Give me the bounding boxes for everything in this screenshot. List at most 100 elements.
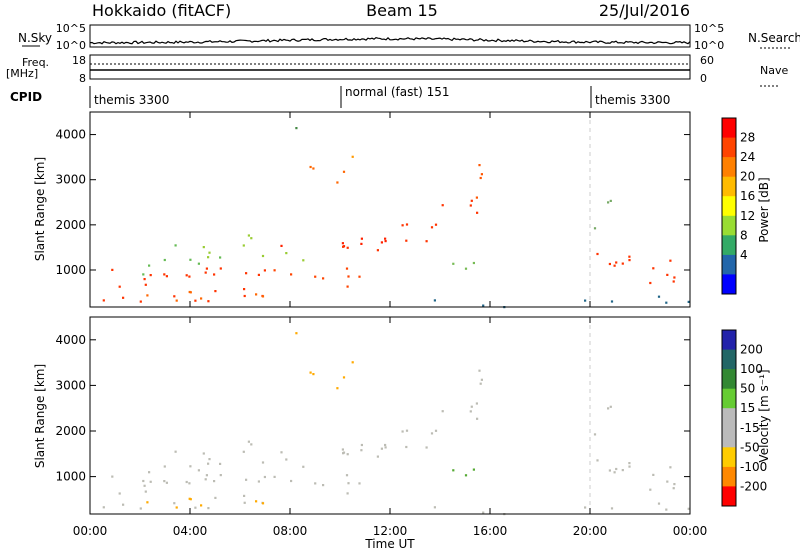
power-cell	[322, 277, 325, 280]
velocity-cell	[628, 462, 631, 465]
velocity-cell	[144, 490, 147, 493]
power-cell	[219, 267, 222, 270]
velocity-cell	[384, 443, 387, 447]
velocity-cell	[657, 502, 661, 505]
velocity-cell	[615, 467, 618, 471]
velocity-cell	[322, 484, 325, 487]
power-cell	[401, 224, 404, 227]
power-data-layer	[102, 112, 690, 309]
colorbar-frame	[721, 329, 737, 507]
nave-tick-bottom: 0	[700, 72, 707, 85]
freq-unit-label: [MHz]	[6, 67, 38, 80]
velocity-cell	[360, 443, 363, 447]
velocity-cell	[189, 465, 192, 468]
nsky-right-tick-top: 10^5	[694, 22, 724, 35]
power-cell	[208, 251, 211, 254]
velocity-cell	[441, 410, 444, 413]
power-cell	[441, 204, 444, 207]
colorbar-segment	[722, 427, 736, 448]
velocity-cell	[351, 361, 354, 364]
power-cell	[687, 300, 690, 303]
velocity-cell	[142, 479, 145, 483]
velocity-data-layer	[102, 317, 690, 516]
cpid-label: CPID	[10, 90, 42, 104]
power-cell	[175, 299, 178, 302]
colorbar-segment	[722, 369, 736, 390]
power-cell	[596, 252, 599, 256]
power-cell	[219, 256, 222, 259]
y-tick-label: 2000	[55, 218, 86, 232]
power-cell	[384, 240, 387, 243]
y-tick-label: 2000	[55, 424, 86, 438]
velocity-cell	[204, 478, 207, 481]
velocity-cell	[214, 496, 217, 499]
power-cell	[174, 244, 177, 247]
power-cell	[472, 261, 475, 265]
power-cell	[261, 254, 265, 258]
power-cell	[280, 244, 283, 247]
velocity-cell	[628, 465, 631, 468]
velocity-panel: 1000 2000 3000 4000 Slant Range [km]	[33, 316, 691, 516]
velocity-cell	[433, 506, 436, 509]
colorbar-tick-label: 100	[740, 362, 763, 376]
power-cell	[118, 285, 121, 288]
colorbar-segment	[722, 137, 736, 158]
power-cell	[380, 241, 383, 244]
colorbar-tick-label: 15	[740, 401, 755, 415]
power-cell	[464, 267, 468, 270]
power-cell	[384, 237, 387, 240]
y-tick-label: 3000	[55, 378, 86, 392]
power-cell	[139, 300, 142, 303]
nave-tick-top: 60	[700, 54, 714, 67]
velocity-cell	[346, 492, 349, 495]
velocity-cell	[143, 484, 146, 487]
power-cell	[148, 264, 151, 267]
nsearch-label: N.Search	[748, 31, 800, 45]
power-cell	[628, 259, 631, 262]
time-tick-label: 00:00	[73, 524, 108, 538]
colorbar-tick-label: 4	[740, 248, 748, 262]
power-cell	[657, 295, 661, 298]
power-cell	[102, 299, 105, 302]
power-cell	[189, 291, 192, 294]
velocity-cell	[480, 378, 483, 381]
power-cell	[341, 242, 344, 245]
velocity-cell	[472, 468, 475, 471]
date-title: 25/Jul/2016	[599, 1, 690, 20]
nsky-panel: 10^5 10^0 10^5 10^0 N.Sky N.Search	[18, 22, 800, 52]
power-cell	[615, 261, 618, 264]
power-cell	[621, 262, 624, 265]
power-cell	[197, 262, 200, 265]
power-cell	[672, 280, 675, 283]
velocity-cell	[174, 450, 177, 453]
velocity-cell	[302, 465, 305, 468]
power-cell	[163, 258, 166, 262]
velocity-cell	[139, 507, 142, 510]
velocity-cell	[213, 480, 216, 483]
velocity-cell	[593, 433, 597, 436]
velocity-cell	[118, 492, 121, 495]
velocity-cell	[280, 451, 283, 454]
velocity-cell	[207, 507, 210, 510]
colorbar-segment	[722, 466, 736, 487]
colorbar-segment	[722, 235, 736, 256]
velocity-cell	[380, 447, 383, 450]
velocity-cell	[341, 448, 344, 451]
time-tick-label: 00:00	[673, 524, 708, 538]
velocity-cell	[610, 507, 614, 510]
velocity-cell	[242, 450, 245, 453]
y-tick-label: 4000	[55, 333, 86, 347]
power-cell	[652, 267, 655, 270]
velocity-cell	[312, 373, 315, 376]
colorbar-tick-label: 8	[740, 228, 748, 242]
power-cell	[309, 165, 312, 169]
freq-tick-bottom: 8	[79, 72, 86, 85]
velocity-x-ticks	[89, 317, 691, 514]
power-cell	[144, 283, 147, 286]
velocity-cell	[122, 503, 125, 506]
velocity-cell	[401, 430, 404, 433]
station-title: Hokkaido (fitACF)	[92, 1, 231, 20]
power-cell	[185, 274, 188, 277]
colorbar-tick-label: 24	[740, 150, 755, 164]
power-cell	[302, 259, 305, 262]
